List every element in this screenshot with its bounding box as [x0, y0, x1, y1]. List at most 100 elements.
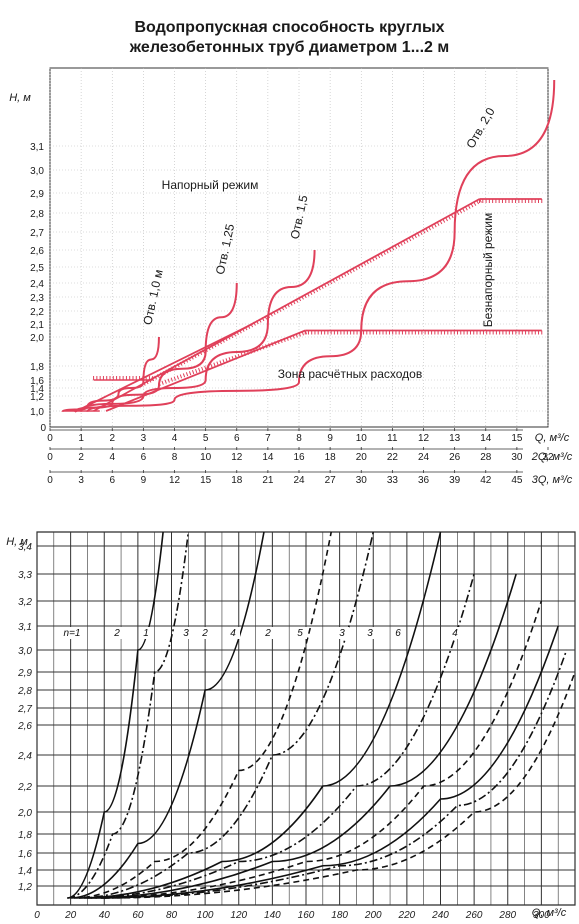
- hatch-tick: [277, 339, 280, 345]
- hatch-tick: [154, 375, 158, 380]
- curve-label-b-1: n=1: [64, 628, 81, 639]
- x-tick-label-axis2: 22: [387, 452, 399, 463]
- x-tick-label-axis3: 27: [325, 475, 337, 486]
- y-tick-label-2: 2,4: [17, 751, 32, 762]
- hatch-tick: [167, 378, 170, 383]
- hatch-tick: [473, 201, 477, 206]
- hatch-tick: [312, 289, 316, 294]
- hatch-tick: [179, 374, 183, 379]
- x-tick-label-axis1: 8: [296, 433, 302, 444]
- hatch-tick: [318, 286, 321, 291]
- hatch-tick: [268, 343, 271, 348]
- hatch-tick: [337, 275, 341, 280]
- curve-b-7: [84, 573, 475, 899]
- curve-b-3: [70, 531, 265, 899]
- hatch-tick: [402, 240, 406, 245]
- x-tick-label-axis1: 12: [418, 433, 430, 444]
- hatch-tick: [326, 281, 330, 286]
- hatch-tick: [207, 364, 210, 369]
- x-axis-label-2: Q, м³/с: [532, 907, 567, 919]
- hatch-tick: [202, 349, 206, 354]
- y-tick-label-2: 1,8: [18, 830, 32, 841]
- x-tick-label-axis2: 18: [325, 452, 337, 463]
- x-tick-label-axis3: 39: [449, 475, 461, 486]
- x-tick-label-axis1: 14: [480, 433, 492, 444]
- hatch-tick: [388, 247, 392, 252]
- pressure-boundary-3: [74, 323, 253, 413]
- hatch-tick: [275, 309, 279, 314]
- curve-label-b-9: 3: [339, 628, 345, 639]
- x-tick-label-axis3: 9: [141, 475, 147, 486]
- hatch-tick: [219, 360, 222, 365]
- hatch-tick: [357, 264, 361, 269]
- y-tick-label: 3,1: [30, 142, 44, 153]
- y-tick-label-2: 1,4: [18, 866, 32, 877]
- x-tick-label-axis2: 6: [141, 452, 147, 463]
- curve-label-b-3: 1: [143, 628, 149, 639]
- hatch-tick: [231, 356, 234, 361]
- x-tick-label-2: 180: [331, 910, 348, 921]
- hatch-tick: [394, 244, 398, 249]
- x-axis-label-2: 2Q, м³/с: [531, 451, 573, 463]
- curve-label-bg: [200, 627, 212, 639]
- x-tick-label-2: 280: [498, 910, 516, 921]
- x-tick-label-axis2: 12: [231, 452, 243, 463]
- curve-b-11: [100, 649, 568, 899]
- curve-b-6: [79, 531, 442, 899]
- hatch-tick: [161, 380, 164, 385]
- x-tick-label-2: 120: [230, 910, 247, 921]
- curve-label-bg: [263, 627, 275, 639]
- hatch-tick: [346, 271, 350, 276]
- pressure-hatch-2: [158, 330, 308, 386]
- y-tick-label: 0: [40, 423, 46, 434]
- x-tick-label-2: 40: [99, 910, 111, 921]
- hatch-tick: [298, 332, 301, 337]
- hatch-tick: [323, 283, 327, 288]
- x-tick-label-axis1: 10: [356, 433, 368, 444]
- hatch-tick: [433, 223, 437, 228]
- hatch-tick: [445, 217, 448, 222]
- hatch-tick: [439, 220, 443, 225]
- y-axis-label: H, м: [9, 92, 31, 104]
- y-tick-label-2: 2,9: [17, 668, 32, 679]
- hatch-tick: [340, 274, 344, 279]
- hatch-tick: [191, 370, 195, 375]
- hatch-tick: [216, 341, 220, 346]
- hatch-tick: [309, 291, 313, 296]
- hatch-tick: [280, 338, 283, 344]
- curve-b-5: [79, 531, 375, 899]
- curve-label-bg: [228, 627, 240, 639]
- hatch-tick: [422, 229, 426, 234]
- hatch-tick: [436, 221, 440, 226]
- hatch-tick: [315, 287, 319, 292]
- hatch-tick: [262, 345, 265, 350]
- hatch-tick: [292, 300, 296, 305]
- x-axis-label-3: 3Q, м³/с: [532, 474, 573, 486]
- annotation-free-mode: Безнапорный режим: [481, 213, 495, 327]
- hatch-tick: [374, 255, 378, 260]
- hatch-tick: [428, 226, 432, 231]
- hatch-tick: [360, 263, 364, 268]
- hatch-tick: [377, 254, 381, 259]
- curve-label-bg: [112, 627, 124, 639]
- hatch-tick: [196, 352, 200, 357]
- hatch-tick: [243, 351, 247, 356]
- hatch-tick: [281, 306, 285, 311]
- hatch-tick: [320, 284, 324, 289]
- hatch-tick: [462, 207, 465, 212]
- x-tick-label-axis3: 45: [511, 475, 523, 486]
- hatch-tick: [371, 257, 375, 262]
- curve-label-bg: [450, 627, 462, 639]
- x-tick-label-axis2: 8: [172, 452, 178, 463]
- x-tick-label-axis2: 32: [542, 452, 554, 463]
- curve-label-bg: [365, 627, 377, 639]
- x-tick-label-axis1: 13: [449, 433, 461, 444]
- hatch-tick: [225, 358, 228, 363]
- hatch-tick: [255, 347, 259, 352]
- hatch-tick: [351, 267, 355, 272]
- hatch-tick: [287, 303, 290, 308]
- hatch-tick: [199, 351, 203, 355]
- x-tick-label-axis2: 26: [449, 452, 461, 463]
- y-tick-label: 2,2: [30, 307, 44, 318]
